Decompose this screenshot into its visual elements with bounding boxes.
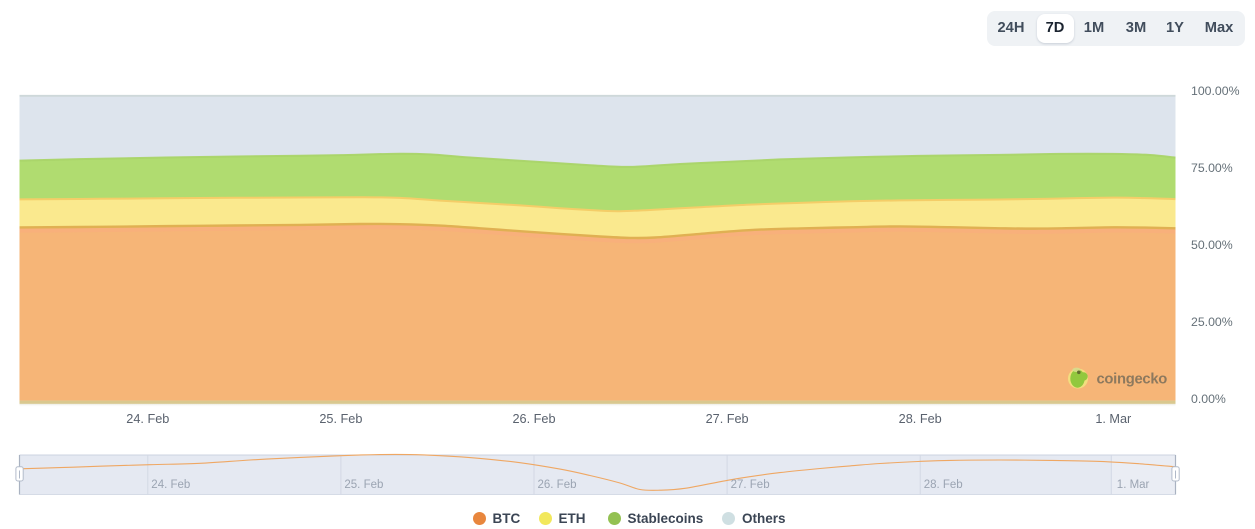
svg-text:coingecko: coingecko — [1097, 372, 1168, 388]
